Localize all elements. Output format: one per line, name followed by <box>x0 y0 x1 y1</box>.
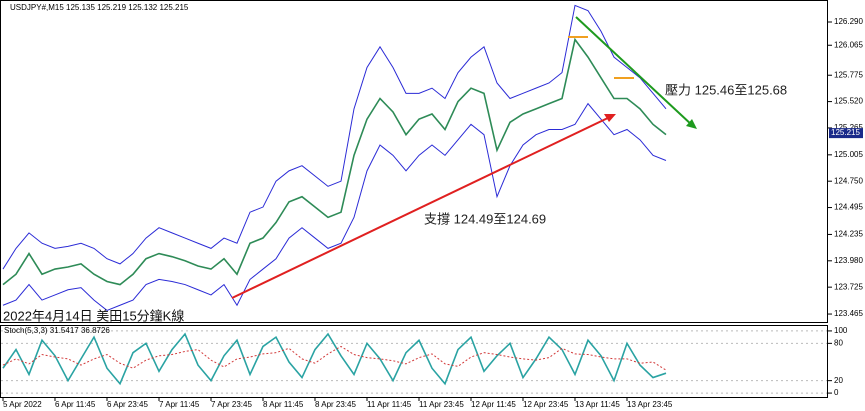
y-tick-label: 124.495 <box>834 203 863 212</box>
y-tick-label: 20 <box>834 376 843 385</box>
y-tick-label: 124.750 <box>834 176 863 185</box>
x-tick-label: 11 Apr 23:45 <box>419 400 464 409</box>
support-arrow <box>604 114 616 122</box>
price-tag-label: 125.215 <box>831 128 860 137</box>
y-tick-label: 125.775 <box>834 70 863 79</box>
resistance-label: 壓力 125.46至125.68 <box>665 82 787 97</box>
x-tick-label: 6 Apr 23:45 <box>107 400 148 409</box>
y-tick-label: 126.065 <box>834 40 863 49</box>
series-line <box>2 37 667 286</box>
series-line <box>2 102 667 311</box>
y-tick-label: 125.520 <box>834 97 863 106</box>
y-tick-label: 123.465 <box>834 309 863 318</box>
x-tick-label: 5 Apr 2022 <box>3 400 42 409</box>
series-line <box>2 4 667 270</box>
y-tick-label: 80 <box>834 338 843 347</box>
price-tag <box>829 128 863 139</box>
support-line <box>231 115 613 299</box>
resistance-line <box>575 16 694 127</box>
y-tick-label: 123.980 <box>834 256 863 265</box>
stoch-panel <box>0 325 828 398</box>
y-tick-label: 125.005 <box>834 150 863 159</box>
x-tick-label: 8 Apr 23:45 <box>315 400 356 409</box>
series-line <box>2 332 667 386</box>
y-tick-label: 0 <box>834 388 839 397</box>
stoch-header: Stoch(5,3,3) 31.5417 36.8726 <box>4 326 110 335</box>
support-label: 支撐 124.49至124.69 <box>424 211 546 226</box>
y-tick-label: 124.235 <box>834 230 863 239</box>
x-tick-label: 7 Apr 11:45 <box>159 400 200 409</box>
x-tick-label: 6 Apr 11:45 <box>55 400 96 409</box>
y-tick-label: 126.290 <box>834 17 863 26</box>
x-tick-label: 8 Apr 11:45 <box>263 400 304 409</box>
caption: 2022年4月14日 美田15分鐘K線 <box>3 308 184 323</box>
chart-header: USDJPY#,M15 125.135 125.219 125.132 125.… <box>10 3 189 12</box>
y-tick-label: 125.265 <box>834 123 863 132</box>
x-tick-label: 13 Apr 23:45 <box>627 400 673 409</box>
y-tick-label: 100 <box>834 326 848 335</box>
x-tick-label: 13 Apr 11:45 <box>575 400 620 409</box>
plot <box>1 4 827 394</box>
series-line <box>2 345 667 371</box>
x-tick-label: 7 Apr 23:45 <box>211 400 252 409</box>
resistance-arrow <box>686 119 697 129</box>
x-tick-label: 12 Apr 11:45 <box>471 400 516 409</box>
x-tick-label: 12 Apr 23:45 <box>523 400 569 409</box>
x-tick-label: 11 Apr 11:45 <box>367 400 412 409</box>
y-tick-label: 123.725 <box>834 282 863 291</box>
